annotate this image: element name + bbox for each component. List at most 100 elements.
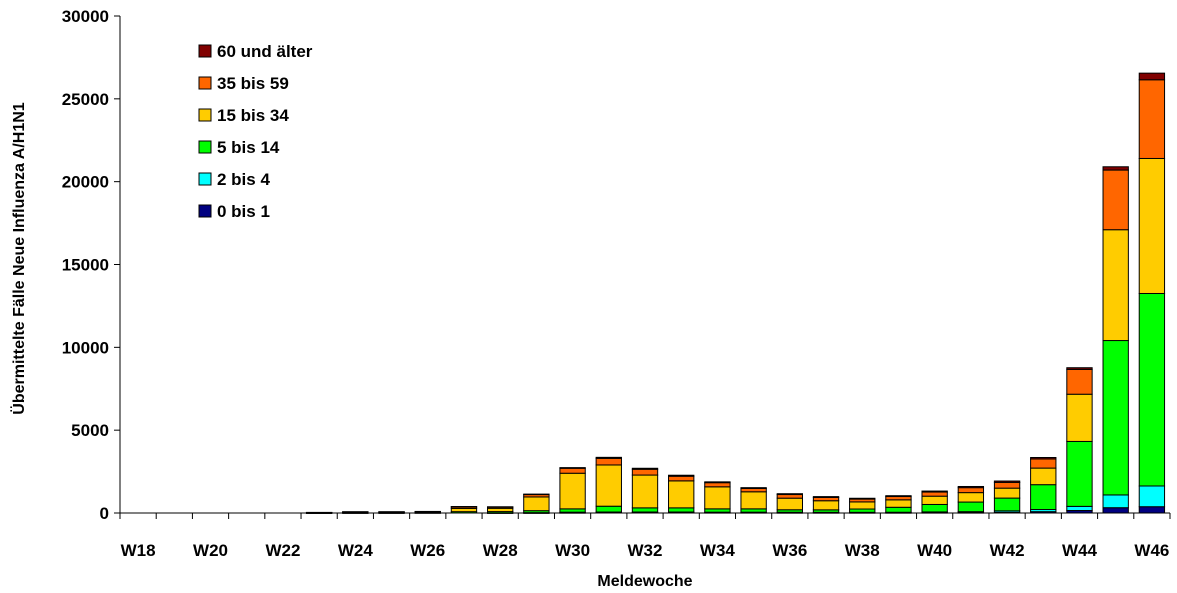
legend-swatch [198, 108, 212, 122]
bar-segment [740, 508, 767, 513]
legend-swatch [198, 172, 212, 186]
bar-segment [414, 510, 441, 513]
bar-segment [1030, 484, 1057, 511]
x-tick-label: W22 [265, 541, 300, 560]
y-tick-label: 10000 [62, 338, 109, 357]
bar-segment [559, 467, 586, 469]
y-tick-label: 30000 [62, 7, 109, 26]
y-tick-label: 5000 [71, 421, 109, 440]
bar-segment [776, 497, 803, 511]
bar-segment [1102, 229, 1129, 342]
x-tick-label: W46 [1134, 541, 1169, 560]
bar-segment [993, 481, 1021, 489]
bars [305, 72, 1166, 514]
x-tick-label: W20 [193, 541, 228, 560]
y-tick-label: 0 [100, 504, 109, 523]
legend-label: 35 bis 59 [217, 74, 289, 93]
bar-segment [1066, 393, 1093, 442]
bar-segment [957, 485, 985, 489]
bar-segment [1066, 368, 1093, 395]
legend: 60 und älter 35 bis 59 15 bis 34 5 bis 14 2 … [198, 42, 313, 221]
bar-segment [595, 456, 622, 459]
legend-label: 5 bis 14 [217, 138, 280, 157]
bar-segment [1138, 72, 1166, 81]
axes: 0 5000 10000 15000 20000 25000 30000 W18 W20 W22 W… [62, 7, 1171, 560]
x-tick-label: W36 [772, 541, 807, 560]
x-tick-label: W24 [338, 541, 374, 560]
x-tick-label: W28 [483, 541, 518, 560]
bar-segment [704, 486, 731, 510]
x-tick-label: W18 [121, 541, 156, 560]
bar-segment [342, 511, 369, 513]
bar-segment [631, 467, 659, 470]
bar-segment [450, 506, 478, 508]
x-tick-label: W40 [917, 541, 952, 560]
bar-segment [885, 506, 912, 513]
legend-label: 0 bis 1 [217, 202, 270, 221]
bar-segment [523, 493, 550, 496]
x-tick-label: W38 [845, 541, 880, 560]
bar-segment [885, 495, 912, 498]
bar-segment [595, 457, 622, 466]
bar-segment [921, 491, 948, 497]
bar-segment [1102, 169, 1129, 231]
bar-segment [993, 497, 1021, 512]
x-tick-label: W30 [555, 541, 590, 560]
bar-segment [921, 503, 948, 513]
bar-segment [704, 481, 731, 484]
bar-segment [849, 497, 876, 500]
bar-segment [523, 496, 550, 512]
x-tick-label: W32 [628, 541, 663, 560]
legend-label: 15 bis 34 [217, 106, 289, 125]
y-tick-label: 25000 [62, 90, 109, 109]
bar-segment [1138, 506, 1166, 514]
bar-segment [1138, 292, 1166, 487]
y-tick-label: 20000 [62, 173, 109, 192]
bar-segment [378, 511, 405, 513]
bar-segment [957, 492, 985, 503]
bar-segment [704, 482, 731, 488]
bar-segment [1138, 485, 1166, 508]
bar-segment [740, 491, 767, 510]
x-axis-title: Meldewoche [597, 573, 692, 590]
bar-segment [1030, 458, 1057, 469]
bar-segment [668, 475, 695, 482]
legend-swatch [198, 44, 212, 58]
bar-segment [1030, 467, 1057, 486]
legend-label: 2 bis 4 [217, 170, 270, 189]
bar-segment [885, 499, 912, 508]
bar-segment [993, 487, 1021, 499]
legend-swatch [198, 76, 212, 90]
bar-segment [668, 474, 695, 477]
bar-segment [849, 501, 876, 510]
bar-segment [559, 467, 586, 474]
bar-segment [921, 495, 948, 505]
bar-segment [1102, 340, 1129, 496]
y-axis-title: Übermittelte Fälle Neue Influenza A/H1N1 [9, 102, 28, 414]
bar-segment [740, 487, 767, 489]
bar-segment [993, 480, 1021, 483]
x-tick-label: W42 [990, 541, 1025, 560]
x-tick-label: W34 [700, 541, 736, 560]
bar-segment [1102, 166, 1129, 171]
bar-segment [631, 468, 659, 476]
bar-segment [631, 474, 659, 509]
legend-swatch [198, 140, 212, 154]
x-tick-label: W26 [410, 541, 445, 560]
bar-segment [595, 505, 622, 513]
bar-segment [704, 508, 731, 513]
bar-segment [668, 507, 695, 513]
y-tick-label: 15000 [62, 256, 109, 275]
bar-segment [812, 500, 840, 511]
bar-segment [812, 496, 840, 498]
bar-segment [957, 487, 985, 494]
bar-segment [631, 507, 659, 513]
bar-segment [1138, 79, 1166, 159]
bar-segment [776, 494, 803, 499]
bar-segment [1138, 157, 1166, 294]
legend-swatch [198, 204, 212, 218]
bar-segment [668, 480, 695, 509]
bar-segment [1102, 507, 1129, 514]
bar-segment [1066, 505, 1093, 512]
